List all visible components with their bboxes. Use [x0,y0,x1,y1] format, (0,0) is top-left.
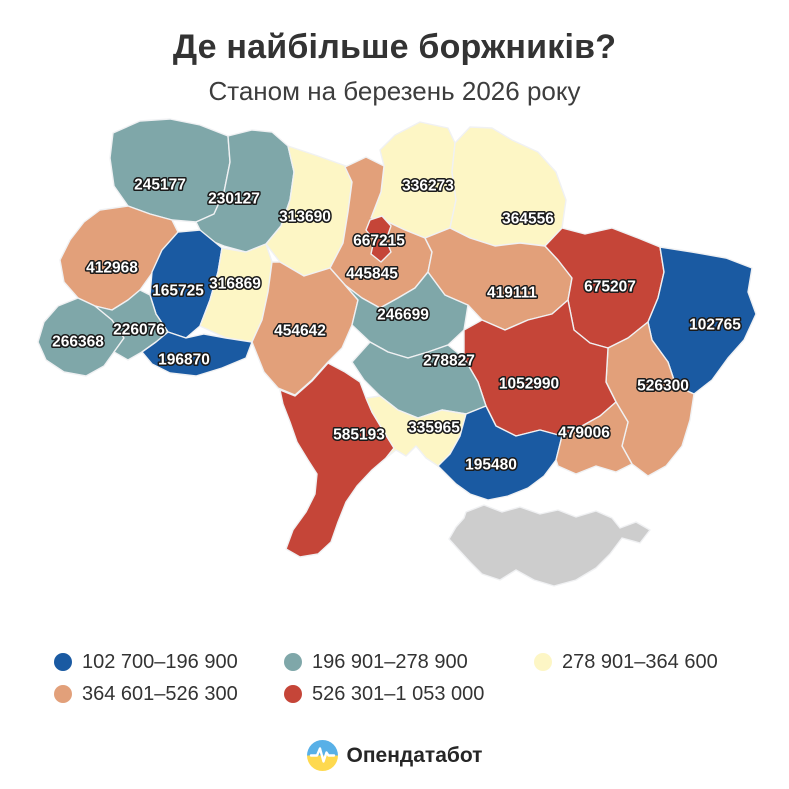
region-value-luhansk: 102765 [689,317,741,334]
region-value-zaporizhzhia: 479006 [558,425,610,442]
region-mykolaiv [365,395,467,467]
legend-item: 278 901–364 600 [534,650,718,674]
region-value-kyiv-oblast: 445845 [346,266,398,283]
legend-item: 526 301–1 053 000 [284,682,484,706]
region-value-vinnytsia: 454642 [274,323,326,340]
legend-swatch [54,653,72,671]
brand-name: Опендатабот [346,743,483,767]
legend-range-label: 102 700–196 900 [82,650,238,673]
region-odesa [279,362,395,558]
region-value-poltava: 419111 [487,285,537,302]
region-value-chernihiv: 336273 [402,178,454,195]
legend-swatch [284,653,302,671]
legend-item: 364 601–526 300 [54,682,238,706]
brand-footer: Опендатабот [0,740,789,771]
region-value-lviv: 412968 [86,260,138,277]
legend-swatch [284,685,302,703]
region-value-zhytomyr: 313690 [279,209,331,226]
page-subtitle: Станом на березень 2026 року [208,76,581,106]
legend-swatch [534,653,552,671]
region-sumy [449,126,567,247]
region-kyiv-city [365,215,392,263]
region-value-volyn: 245177 [134,177,186,194]
region-value-kherson: 195480 [465,457,517,474]
legend-range-label: 196 901–278 900 [312,650,468,673]
legend-range-label: 526 301–1 053 000 [312,682,485,705]
region-zaporizhzhia [555,401,633,475]
region-value-rivne: 230127 [208,191,260,208]
legend-item: 196 901–278 900 [284,650,468,674]
region-value-dnipropetrovsk: 1052990 [499,376,559,393]
region-value-ternopil: 165725 [152,283,204,300]
region-value-kharkiv: 675207 [584,279,636,296]
region-value-odesa: 585193 [333,427,385,444]
region-kherson [437,405,563,501]
legend-item: 102 700–196 900 [54,650,238,674]
region-value-kyiv-city: 667215 [353,233,405,250]
legend-range-label: 364 601–526 300 [82,682,238,705]
opendatabot-logo-icon [306,740,338,771]
region-value-ivano-frankivsk: 226076 [113,322,165,339]
legend-range-label: 278 901–364 600 [562,650,718,673]
region-value-zakarpattia: 266368 [52,334,104,351]
region-chernivtsi [141,331,253,377]
region-value-cherkasy: 246699 [377,307,429,324]
legend-swatch [54,685,72,703]
region-value-donetsk: 526300 [637,378,689,395]
region-value-sumy: 364556 [502,211,554,228]
region-value-mykolaiv: 335965 [408,420,460,437]
region-value-chernivtsi: 196870 [158,352,210,369]
region-luhansk [647,246,757,395]
page-title: Де найбільше боржників? [172,28,617,66]
region-value-khmelnytskyi: 316869 [209,276,261,293]
region-value-kirovohrad: 278827 [423,353,475,370]
region-crimea [448,504,651,587]
